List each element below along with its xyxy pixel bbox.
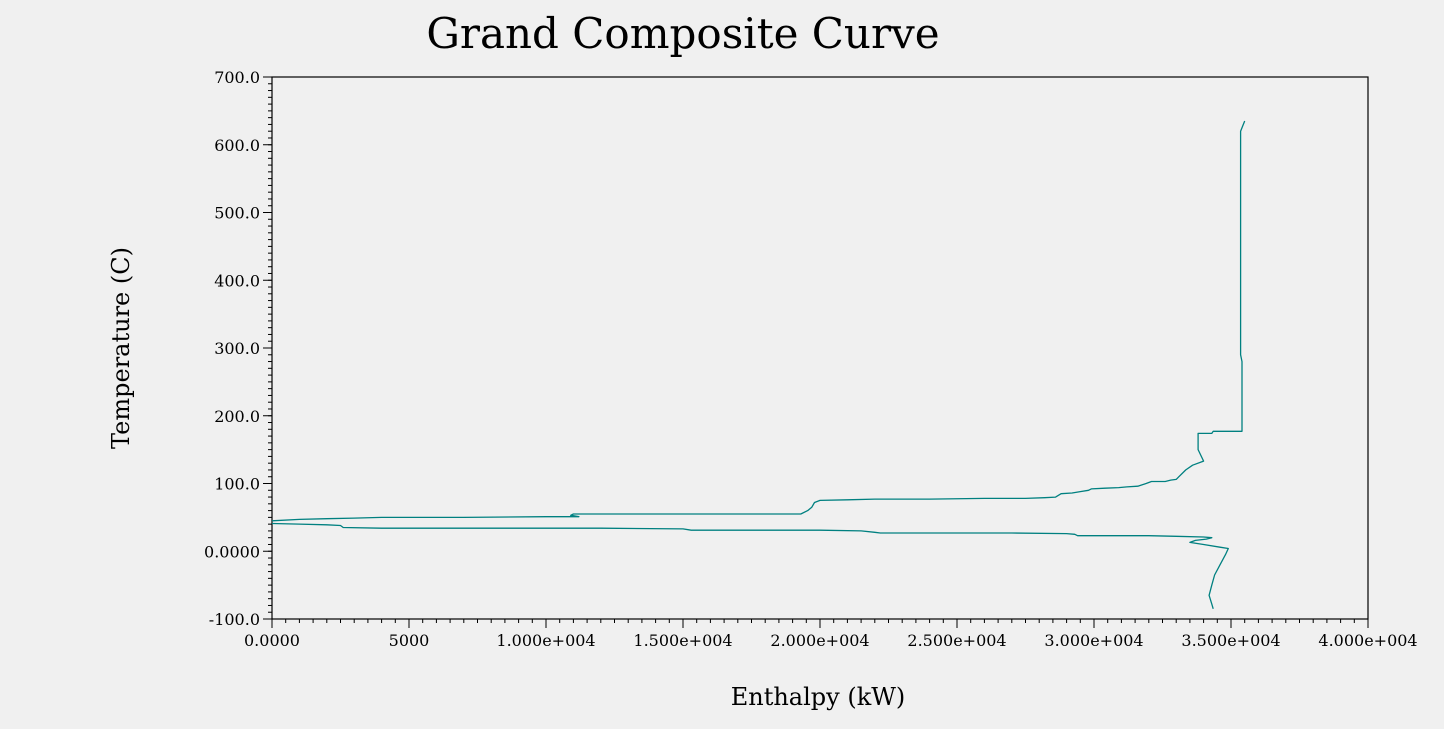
chart-title: Grand Composite Curve xyxy=(426,9,939,58)
y-tick-label: 100.0 xyxy=(214,475,260,494)
x-tick-label: 0.0000 xyxy=(244,631,300,650)
series-line-1 xyxy=(271,120,1246,522)
y-major-ticks xyxy=(263,76,272,620)
y-tick-label: 500.0 xyxy=(214,204,260,223)
x-tick-label: 5000 xyxy=(389,631,430,650)
plot-frame xyxy=(271,76,1369,620)
y-tick-label: 400.0 xyxy=(214,271,260,290)
x-tick-label: 4.000e+004 xyxy=(1318,631,1417,650)
x-tick-label: 3.500e+004 xyxy=(1181,631,1280,650)
x-tick-label: 2.000e+004 xyxy=(770,631,869,650)
x-tick-label: 1.500e+004 xyxy=(633,631,732,650)
y-tick-label: 600.0 xyxy=(214,136,260,155)
y-tick-label: 200.0 xyxy=(214,407,260,426)
x-tick-label: 1.000e+004 xyxy=(496,631,595,650)
y-tick-label: -100.0 xyxy=(209,610,260,629)
x-axis-label: Enthalpy (kW) xyxy=(731,683,906,711)
y-axis-label: Temperature (C) xyxy=(107,247,135,449)
x-tick-labels: 0.0000 5000 1.000e+004 1.500e+004 2.000e+004… xyxy=(244,631,1418,650)
series-group xyxy=(271,120,1246,609)
x-minor-ticks xyxy=(271,619,1369,623)
y-tick-labels: 700.0 600.0 500.0 400.0 300.0 200.0 100.0 0.000… xyxy=(204,68,260,629)
x-tick-label: 3.000e+004 xyxy=(1044,631,1143,650)
series-line-2 xyxy=(271,522,1229,609)
y-tick-label: 300.0 xyxy=(214,339,260,358)
y-tick-label: 700.0 xyxy=(214,68,260,87)
x-major-ticks xyxy=(271,619,1369,628)
x-tick-label: 2.500e+004 xyxy=(907,631,1006,650)
y-tick-label: 0.0000 xyxy=(204,542,260,561)
